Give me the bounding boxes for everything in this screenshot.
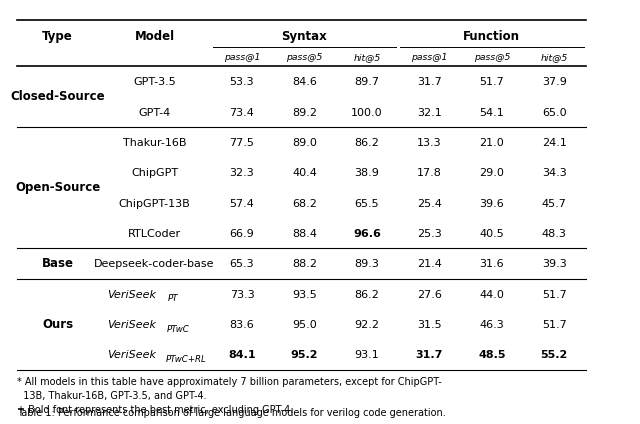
Text: pass@1: pass@1	[411, 53, 447, 62]
Text: VeriSeek: VeriSeek	[108, 290, 157, 299]
Text: 45.7: 45.7	[542, 198, 567, 209]
Text: 96.6: 96.6	[353, 229, 381, 239]
Text: Closed-Source: Closed-Source	[10, 90, 105, 103]
Text: 84.1: 84.1	[228, 350, 256, 360]
Text: 44.0: 44.0	[479, 290, 504, 299]
Text: 54.1: 54.1	[479, 108, 504, 117]
Text: 13B, Thakur-16B, GPT-3.5, and GPT-4.: 13B, Thakur-16B, GPT-3.5, and GPT-4.	[17, 391, 207, 401]
Text: Ours: Ours	[42, 318, 73, 331]
Text: pass@1: pass@1	[224, 53, 260, 62]
Text: 25.4: 25.4	[417, 198, 442, 209]
Text: 86.2: 86.2	[355, 290, 380, 299]
Text: 32.1: 32.1	[417, 108, 442, 117]
Text: 93.1: 93.1	[355, 350, 380, 360]
Text: hit@5: hit@5	[353, 53, 381, 62]
Text: VeriSeek: VeriSeek	[108, 320, 157, 330]
Text: PTwC: PTwC	[167, 324, 189, 334]
Text: 24.1: 24.1	[542, 138, 567, 148]
Text: 31.5: 31.5	[417, 320, 442, 330]
Text: 25.3: 25.3	[417, 229, 442, 239]
Text: 29.0: 29.0	[479, 168, 504, 178]
Text: 65.3: 65.3	[230, 259, 254, 269]
Text: 53.3: 53.3	[230, 77, 254, 87]
Text: 39.3: 39.3	[542, 259, 566, 269]
Text: 100.0: 100.0	[351, 108, 383, 117]
Text: Deepseek-coder-base: Deepseek-coder-base	[94, 259, 215, 269]
Text: 32.3: 32.3	[230, 168, 254, 178]
Text: 55.2: 55.2	[541, 350, 568, 360]
Text: 65.5: 65.5	[355, 198, 380, 209]
Text: 66.9: 66.9	[230, 229, 254, 239]
Text: 93.5: 93.5	[292, 290, 317, 299]
Text: 89.2: 89.2	[292, 108, 317, 117]
Text: 17.8: 17.8	[417, 168, 442, 178]
Text: 84.6: 84.6	[292, 77, 317, 87]
Text: Function: Function	[463, 30, 520, 43]
Text: 95.2: 95.2	[291, 350, 318, 360]
Text: + Bold font represents the best metric, excluding GPT-4.: + Bold font represents the best metric, …	[17, 405, 293, 415]
Text: RTLCoder: RTLCoder	[128, 229, 181, 239]
Text: 89.3: 89.3	[355, 259, 380, 269]
Text: 13.3: 13.3	[417, 138, 442, 148]
Text: 31.7: 31.7	[417, 77, 442, 87]
Text: 34.3: 34.3	[542, 168, 566, 178]
Text: * All models in this table have approximately 7 billion parameters, except for C: * All models in this table have approxim…	[17, 377, 442, 387]
Text: 77.5: 77.5	[230, 138, 255, 148]
Text: Model: Model	[134, 30, 175, 43]
Text: 31.6: 31.6	[479, 259, 504, 269]
Text: 65.0: 65.0	[542, 108, 566, 117]
Text: 31.7: 31.7	[415, 350, 443, 360]
Text: 51.7: 51.7	[479, 77, 504, 87]
Text: 73.3: 73.3	[230, 290, 254, 299]
Text: 48.5: 48.5	[478, 350, 506, 360]
Text: pass@5: pass@5	[286, 53, 323, 62]
Text: Base: Base	[42, 257, 74, 270]
Text: 89.7: 89.7	[355, 77, 380, 87]
Text: 89.0: 89.0	[292, 138, 317, 148]
Text: 40.4: 40.4	[292, 168, 317, 178]
Text: 88.4: 88.4	[292, 229, 317, 239]
Text: 38.9: 38.9	[355, 168, 380, 178]
Text: 57.4: 57.4	[230, 198, 255, 209]
Text: 37.9: 37.9	[542, 77, 567, 87]
Text: hit@5: hit@5	[541, 53, 568, 62]
Text: 51.7: 51.7	[542, 290, 566, 299]
Text: 51.7: 51.7	[542, 320, 566, 330]
Text: 73.4: 73.4	[230, 108, 255, 117]
Text: Open-Source: Open-Source	[15, 181, 100, 194]
Text: 27.6: 27.6	[417, 290, 442, 299]
Text: 40.5: 40.5	[479, 229, 504, 239]
Text: Type: Type	[42, 30, 73, 43]
Text: PTwC+RL: PTwC+RL	[165, 355, 206, 364]
Text: 88.2: 88.2	[292, 259, 317, 269]
Text: 48.3: 48.3	[542, 229, 567, 239]
Text: GPT-4: GPT-4	[138, 108, 171, 117]
Text: VeriSeek: VeriSeek	[108, 350, 157, 360]
Text: pass@5: pass@5	[474, 53, 510, 62]
Text: 83.6: 83.6	[230, 320, 254, 330]
Text: Thakur-16B: Thakur-16B	[123, 138, 186, 148]
Text: Table 1: Performance comparison of large language models for verilog code genera: Table 1: Performance comparison of large…	[17, 407, 446, 418]
Text: 92.2: 92.2	[355, 320, 380, 330]
Text: Syntax: Syntax	[282, 30, 327, 43]
Text: 86.2: 86.2	[355, 138, 380, 148]
Text: PT: PT	[168, 294, 179, 303]
Text: 39.6: 39.6	[479, 198, 504, 209]
Text: GPT-3.5: GPT-3.5	[133, 77, 176, 87]
Text: ChipGPT-13B: ChipGPT-13B	[118, 198, 190, 209]
Text: 21.4: 21.4	[417, 259, 442, 269]
Text: 46.3: 46.3	[479, 320, 504, 330]
Text: 68.2: 68.2	[292, 198, 317, 209]
Text: ChipGPT: ChipGPT	[131, 168, 178, 178]
Text: 95.0: 95.0	[292, 320, 317, 330]
Text: 21.0: 21.0	[479, 138, 504, 148]
